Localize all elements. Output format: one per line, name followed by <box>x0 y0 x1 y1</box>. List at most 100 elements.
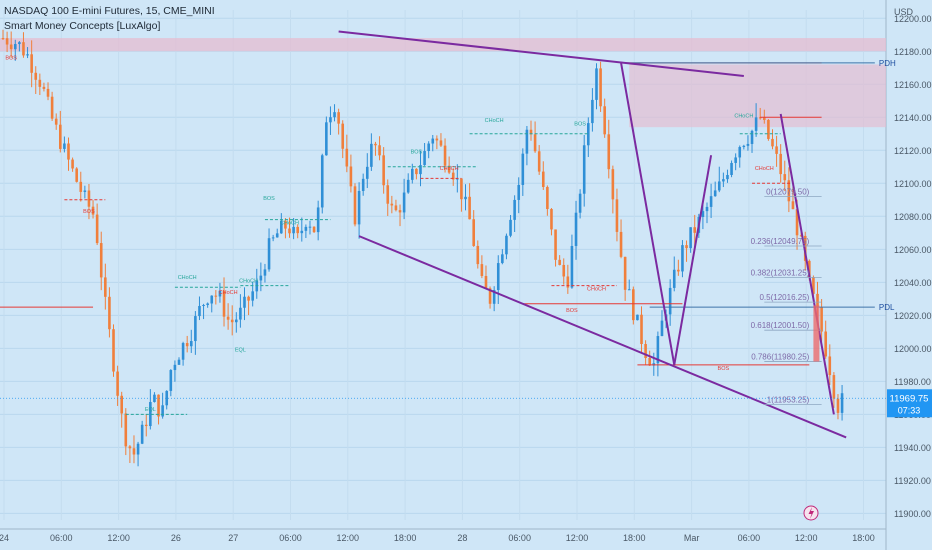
level-label: PDL <box>879 303 895 312</box>
candle-body <box>296 226 299 234</box>
candle-body <box>46 88 50 97</box>
candle-body <box>26 54 29 56</box>
candle-body <box>734 157 737 163</box>
candle-body <box>357 190 361 225</box>
structure-label: EQL <box>235 348 246 354</box>
trendline-steep <box>779 113 835 415</box>
structure-label: BOS <box>411 150 423 156</box>
candle-body <box>587 123 590 146</box>
candle-body <box>132 448 136 455</box>
candle-body <box>550 209 553 230</box>
candle-body <box>525 129 529 154</box>
structure-label: CHoCH <box>280 221 299 227</box>
candle-body <box>840 393 844 413</box>
candle-body <box>63 143 66 149</box>
candle-body <box>505 235 508 255</box>
x-tick-label: 27 <box>228 533 238 543</box>
candle-body <box>513 199 516 220</box>
candle-body <box>582 145 586 194</box>
candle-body <box>689 227 692 249</box>
fib-label: 0(12079.50) <box>766 188 809 197</box>
candle-body <box>599 68 602 107</box>
candle-body <box>18 42 21 45</box>
candle-body <box>476 245 480 265</box>
candle-body <box>607 134 611 170</box>
candle-body <box>771 138 774 147</box>
candle-body <box>382 155 385 186</box>
y-tick-label: 12120.00 <box>894 146 932 156</box>
candle-body <box>603 106 606 135</box>
fib-label: 0.5(12016.25) <box>759 293 809 302</box>
x-tick-label: 06:00 <box>508 533 531 543</box>
structure-label: CHoCH <box>219 290 238 296</box>
symbol-title[interactable]: NASDAQ 100 E-mini Futures, 15, CME_MINI <box>4 5 215 17</box>
candle-body <box>705 206 709 212</box>
y-tick-label: 12020.00 <box>894 311 932 321</box>
candle-body <box>226 316 230 320</box>
candle-body <box>394 205 398 211</box>
candle-body <box>104 277 107 297</box>
candle-body <box>750 130 754 144</box>
candle-body <box>509 219 512 236</box>
y-tick-label: 12100.00 <box>894 179 932 189</box>
candle-body <box>828 356 832 376</box>
candle-body <box>591 99 594 124</box>
candle-body <box>218 290 222 297</box>
candle-body <box>656 336 660 364</box>
candle-body <box>333 112 336 118</box>
candle-body <box>161 405 164 417</box>
candle-body <box>42 86 46 89</box>
candle-body <box>693 227 697 233</box>
candle-body <box>67 143 70 160</box>
candle-body <box>451 172 455 180</box>
candle-body <box>480 264 484 276</box>
candle-body <box>672 269 676 288</box>
trendline-drop <box>620 62 676 366</box>
y-tick-label: 12080.00 <box>894 212 932 222</box>
candle-body <box>5 38 9 45</box>
candle-body <box>423 151 426 166</box>
fib-label: 1(11953.25) <box>767 395 810 404</box>
candle-body <box>116 371 119 396</box>
indicator-title[interactable]: Smart Money Concepts [LuxAlgo] <box>4 20 161 32</box>
x-tick-label: 12:00 <box>795 533 818 543</box>
candle-body <box>259 275 263 281</box>
candle-body <box>181 343 185 360</box>
candle-body <box>1 38 5 40</box>
candle-body <box>243 296 246 308</box>
candle-body <box>38 79 42 87</box>
candle-body <box>59 124 62 149</box>
candle-body <box>492 290 496 304</box>
structure-label: BOS <box>83 209 95 215</box>
candle-body <box>517 184 521 200</box>
candle-body <box>775 146 778 154</box>
candle-body <box>713 190 717 197</box>
candle-body <box>108 296 111 330</box>
x-tick-label: 26 <box>171 533 181 543</box>
candle-body <box>419 165 422 175</box>
candle-body <box>54 118 58 125</box>
y-tick-label: 11900.00 <box>894 509 931 519</box>
candle-body <box>370 143 373 167</box>
candle-body <box>263 269 267 276</box>
candle-body <box>189 341 193 347</box>
structure-label: BOS <box>574 122 586 128</box>
y-tick-label: 12160.00 <box>894 80 932 90</box>
candle-body <box>447 165 451 173</box>
candle-body <box>120 395 123 414</box>
fib-label: 0.618(12001.50) <box>751 321 810 330</box>
x-tick-label: 12:00 <box>337 533 360 543</box>
candle-body <box>235 319 238 323</box>
candle-body <box>230 319 234 323</box>
candle-body <box>210 295 214 304</box>
y-tick-label: 12140.00 <box>894 113 932 123</box>
candle-body <box>386 185 390 204</box>
last-price-label: 11969.75 <box>890 393 929 404</box>
candle-body <box>574 212 578 246</box>
lightning-icon <box>808 507 814 519</box>
candle-body <box>640 314 643 345</box>
candle-body <box>484 275 488 289</box>
candle-body <box>329 117 332 123</box>
candle-body <box>738 147 742 158</box>
